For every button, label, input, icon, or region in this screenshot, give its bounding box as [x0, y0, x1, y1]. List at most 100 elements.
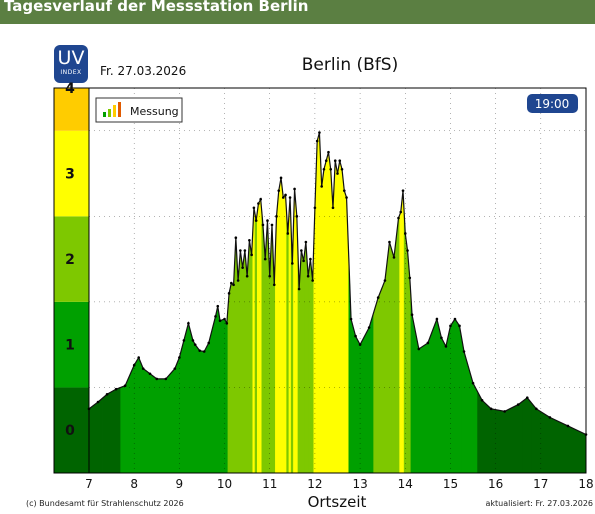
- area-segment-94: [423, 330, 433, 474]
- area-segment-49: [281, 187, 285, 474]
- copyright-credit: (c) Bundesamt für Strahlenschutz 2026: [26, 499, 184, 508]
- x-tick-14: 14: [398, 477, 413, 491]
- measurement-point-0: [87, 407, 91, 411]
- measurement-point-108: [535, 407, 538, 411]
- area-segment-31: [241, 259, 245, 474]
- area-segment-108: [531, 402, 544, 474]
- measurement-point-36: [252, 206, 256, 210]
- measurement-point-3: [114, 387, 118, 391]
- measurement-point-4: [123, 384, 127, 388]
- x-tick-18: 18: [578, 477, 593, 491]
- x-tick-8: 8: [130, 477, 138, 491]
- area-segment-69: [327, 152, 330, 474]
- uv-index-logo: UV INDEX: [54, 45, 88, 83]
- area-segment-12: [176, 348, 182, 474]
- measurement-point-70: [329, 167, 333, 171]
- area-segment-13: [181, 331, 187, 474]
- measurement-point-65: [318, 131, 321, 134]
- area-segment-61: [308, 259, 312, 474]
- area-segment-58: [302, 251, 306, 474]
- y-tick-4: 4: [65, 81, 75, 97]
- measurement-point-42: [266, 219, 269, 222]
- area-segment-15: [190, 331, 195, 474]
- measurement-point-71: [331, 206, 335, 210]
- area-segment-5: [129, 360, 137, 474]
- measurement-point-98: [449, 324, 452, 328]
- time-badge-text: 19:00: [535, 97, 570, 111]
- measurement-point-95: [435, 317, 439, 321]
- area-segment-50: [284, 194, 287, 474]
- measurement-points: [87, 131, 588, 436]
- area-segment-25: [227, 288, 231, 474]
- area-segment-71: [331, 184, 335, 474]
- measurement-point-69: [327, 150, 330, 154]
- area-segment-9: [153, 375, 162, 474]
- area-segment-74: [338, 160, 342, 474]
- area-segment-26: [229, 282, 233, 474]
- area-segment-14: [185, 322, 191, 474]
- area-segment-23: [221, 318, 226, 474]
- measurement-point-5: [132, 363, 136, 367]
- measurement-point-48: [279, 176, 283, 180]
- chart-title: Berlin (BfS): [301, 55, 399, 75]
- measurement-point-41: [263, 257, 267, 261]
- uv-logo-index-text: INDEX: [60, 69, 82, 76]
- measurement-point-10: [164, 377, 168, 381]
- measurement-point-6: [137, 356, 140, 359]
- measurement-point-66: [320, 185, 323, 188]
- page-header: Tagesverlauf der Messstation Berlin: [0, 0, 595, 24]
- measurement-line: [88, 132, 587, 436]
- y-tick-1: 1: [65, 338, 75, 354]
- measurement-point-25: [227, 292, 231, 295]
- y-tick-labels: 0 1 2 3 4: [65, 81, 75, 439]
- area-segment-32: [243, 250, 247, 474]
- measurement-point-90: [406, 249, 409, 252]
- measurement-point-88: [401, 189, 405, 192]
- measurement-point-87: [399, 210, 403, 214]
- measurement-point-15: [191, 339, 195, 342]
- measurement-point-91: [408, 276, 412, 280]
- area-segment-107: [522, 397, 533, 474]
- area-segment-44: [270, 224, 274, 474]
- measurement-point-100: [458, 324, 461, 328]
- area-segment-95: [432, 317, 440, 474]
- measurement-point-20: [214, 315, 217, 318]
- area-segment-37: [254, 212, 258, 474]
- area-segment-22: [218, 313, 223, 474]
- area-segment-34: [247, 240, 251, 474]
- y-tick-3: 3: [65, 167, 75, 183]
- area-segment-98: [447, 321, 454, 474]
- area-segment-38: [256, 201, 260, 474]
- measurement-point-40: [261, 223, 265, 227]
- measurement-point-12: [178, 356, 181, 359]
- measurement-point-92: [410, 313, 414, 317]
- area-segment-96: [438, 328, 444, 474]
- x-tick-10: 10: [217, 477, 232, 491]
- measurement-point-89: [403, 232, 407, 235]
- area-segment-60: [306, 259, 310, 474]
- area-segment-93: [415, 331, 424, 474]
- area-segment-35: [250, 231, 254, 474]
- measurement-point-7: [141, 367, 145, 370]
- x-tick-12: 12: [307, 477, 322, 491]
- area-segment-29: [236, 259, 240, 474]
- measurement-point-14: [187, 321, 190, 325]
- measurement-point-104: [489, 407, 493, 411]
- area-segment-65: [317, 132, 321, 474]
- measurement-point-13: [182, 339, 186, 342]
- measurement-point-83: [383, 279, 387, 282]
- area-segment-43: [268, 248, 272, 474]
- measurement-point-9: [155, 377, 159, 381]
- area-segment-30: [238, 250, 242, 474]
- measurement-point-94: [426, 341, 430, 345]
- measurement-point-78: [349, 317, 353, 321]
- measurement-point-82: [376, 296, 380, 299]
- area-segment-18: [201, 347, 207, 474]
- area-segment-97: [443, 336, 449, 474]
- measurement-point-17: [198, 349, 201, 352]
- measurement-point-34: [248, 238, 251, 242]
- area-segment-21: [216, 306, 220, 474]
- measurement-point-18: [202, 350, 206, 353]
- measurement-point-103: [480, 398, 484, 402]
- uv-band-4: [54, 88, 89, 131]
